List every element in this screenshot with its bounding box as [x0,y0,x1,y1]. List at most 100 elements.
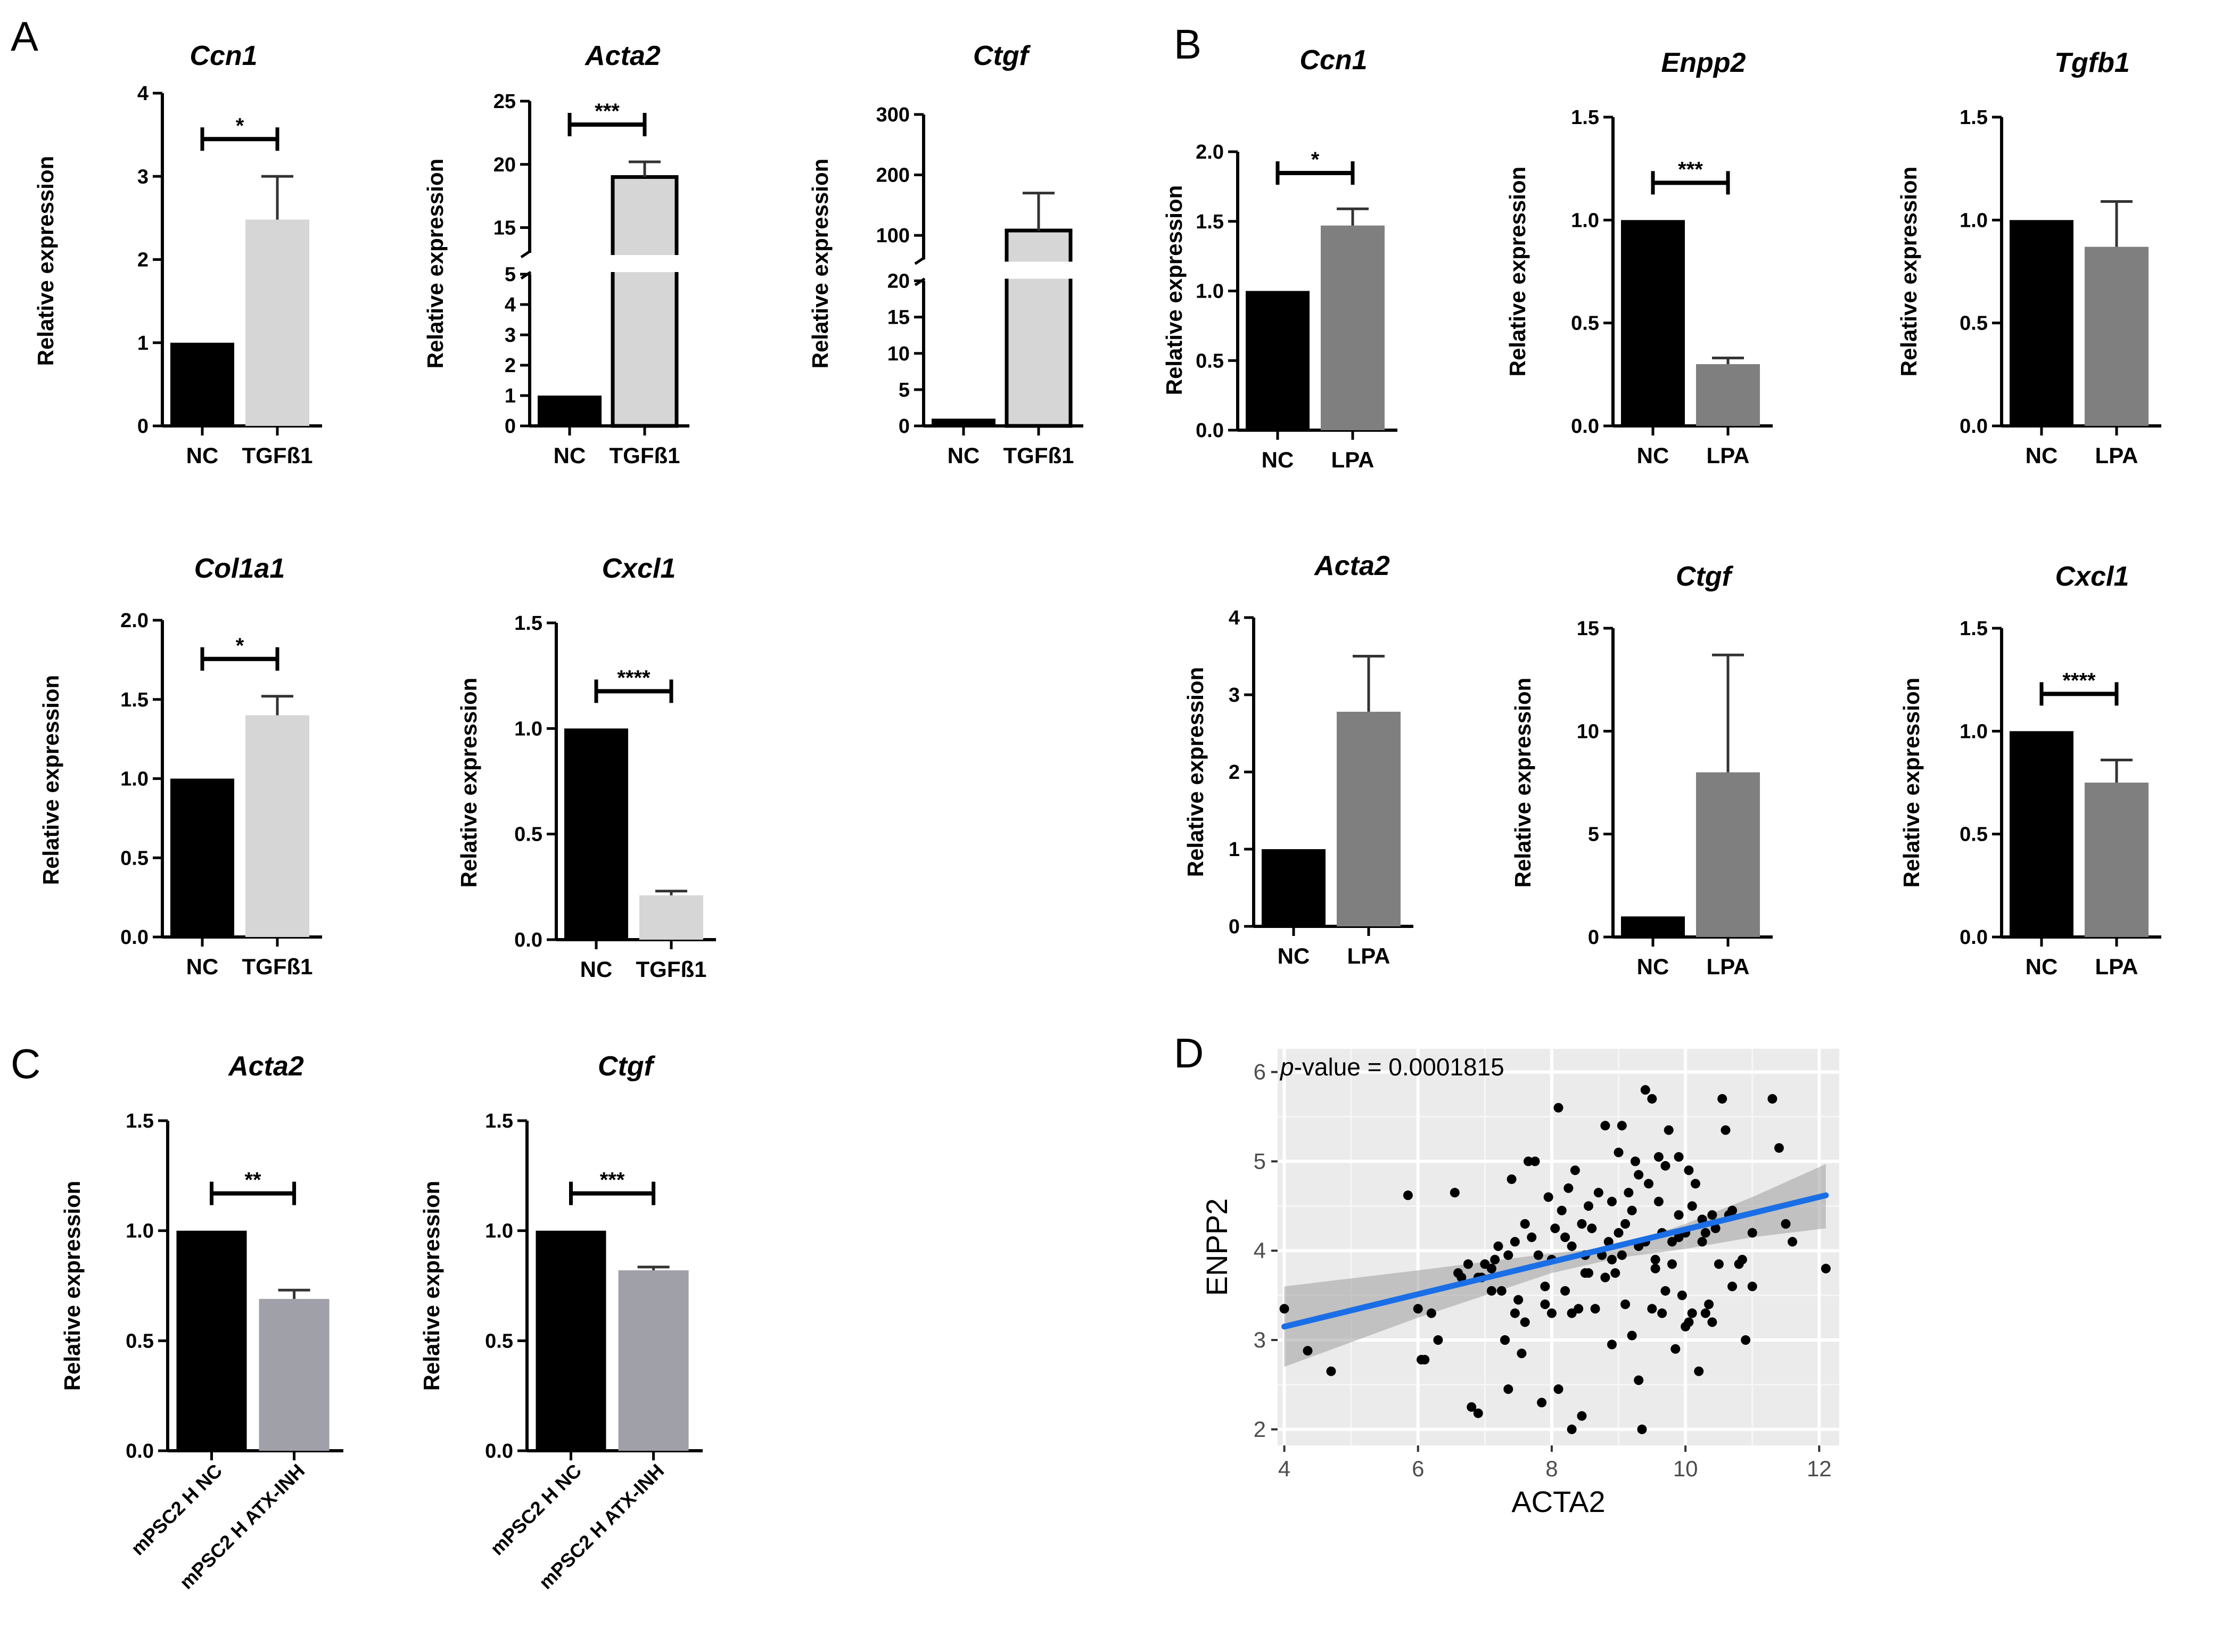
y-tick-label: 25 [493,91,516,113]
data-point [1700,1308,1710,1318]
bar-nc [538,396,602,426]
y-tick-label: 3 [505,324,516,347]
y-tick-label: 0.0 [514,929,542,951]
bar-chart-b-enpp2: Enpp2 Relative expression 0.0 0.5 1.0 1.5 NC LP… [1505,47,1773,468]
y-tick-label: 2 [137,249,149,272]
y-tick-label: 1.0 [514,718,542,740]
panel-label-b: B [1174,21,1201,68]
y-tick-label: 0.5 [485,1330,513,1352]
bar-chart-a-cxcl1: Cxcl1 Relative expression 0.0 0.5 1.0 1.5 NC TG… [456,553,716,982]
data-point [1624,1188,1634,1198]
bar-lpa [1321,225,1385,430]
y-axis-label: Relative expression [808,159,833,369]
data-point [1700,1228,1710,1238]
data-point [1467,1402,1477,1412]
data-point [1687,1201,1697,1211]
data-point [1667,1259,1677,1269]
regression-line [1281,1192,1829,1330]
data-point [1543,1192,1553,1202]
significance-stars: **** [2062,669,2096,692]
y-axis-label: Relative expression [1896,167,1921,377]
data-point [1634,1375,1644,1385]
y-axis-label: Relative expression [60,1181,85,1391]
y-tick-label: 1.0 [120,768,149,791]
chart-title: Ccn1 [190,40,257,71]
data-point [1503,1384,1513,1394]
y-tick-label: 15 [493,217,516,240]
data-point [1510,1237,1520,1247]
chart-title: Tgfb1 [2054,47,2130,78]
y-tick-label: 15 [1577,618,1599,640]
data-point [1490,1254,1500,1264]
data-point [1727,1281,1738,1292]
x-tick-label: NC [580,957,613,982]
data-point [1550,1223,1560,1234]
x-tick-label: NC [186,954,219,979]
bar-lpa [1696,364,1760,426]
x-tick-label: LPA [1331,447,1375,472]
axis-break-mark [914,256,926,265]
bar-chart-a-col1a1: Col1a1 Relative expression 0.0 0.5 1.0 1.5 2.0… [38,553,322,979]
x-tick-label: 8 [1545,1456,1558,1481]
data-point [1741,1335,1751,1345]
data-point [1677,1291,1687,1301]
data-point [1493,1241,1503,1251]
data-point [1657,1308,1667,1318]
y-tick-label: 1 [505,385,516,407]
bar-tgf-1 [611,175,679,428]
data-point [1640,1085,1650,1095]
data-point [1420,1354,1430,1365]
data-point [1660,1286,1670,1296]
x-tick-label: LPA [1707,954,1750,979]
y-tick-label: 0.5 [514,824,542,846]
x-tick-label: NC [1262,447,1294,472]
data-point [1537,1398,1547,1408]
significance-stars: *** [1678,158,1703,181]
data-point [1674,1210,1684,1220]
y-tick-label: 20 [493,154,516,176]
data-point [1486,1286,1496,1296]
y-tick-label: 1.0 [1960,720,1988,743]
significance-stars: * [1311,148,1320,171]
y-axis-label: Relative expression [456,678,481,888]
y-tick-label: 1.5 [1196,211,1224,233]
data-point [1567,1241,1577,1251]
data-point [1540,1299,1550,1309]
data-point [1517,1349,1527,1359]
y-tick-label: 4 [1254,1238,1266,1263]
y-tick-label: 2 [1229,761,1240,784]
x-tick-label: TGFß1 [242,954,313,979]
y-tick-label: 2.0 [1196,141,1224,163]
x-tick-label: 4 [1278,1456,1290,1481]
y-tick-label: 20 [887,270,910,293]
x-tick-label: LPA [2095,443,2138,468]
data-point [1593,1188,1603,1198]
x-tick-label: LPA [2095,954,2138,979]
y-tick-label: 3 [1229,684,1240,706]
bar-break-gap [1003,261,1074,279]
y-tick-label: 3 [137,166,149,188]
data-point [1650,1263,1660,1273]
data-point [1634,1170,1644,1180]
data-point [1627,1330,1637,1341]
data-point [1674,1232,1684,1243]
y-tick-label: 0.5 [1196,350,1224,372]
y-tick-label: 2.0 [120,610,149,632]
bar-nc [170,778,234,937]
data-point [1560,1232,1570,1243]
significance-stars: **** [617,666,651,689]
significance-stars: *** [600,1169,625,1192]
y-tick-label: 0.5 [1571,313,1599,335]
y-tick-label: 1.5 [1960,106,1988,129]
data-point [1520,1219,1530,1229]
p-value-text: -value = 0.0001815 [1294,1053,1504,1081]
bar-tgf-1 [639,895,703,940]
bar-chart-a-ctgf: Ctgf Relative expression 0 5 10 15 20 100 200 300… [808,40,1083,468]
data-point [1530,1156,1540,1166]
data-point [1496,1286,1507,1296]
y-axis-title: ENPP2 [1200,1198,1233,1296]
chart-title: Ccn1 [1299,45,1367,76]
y-tick-label: 6 [1254,1059,1266,1084]
chart-title: Cxcl1 [2055,561,2129,592]
